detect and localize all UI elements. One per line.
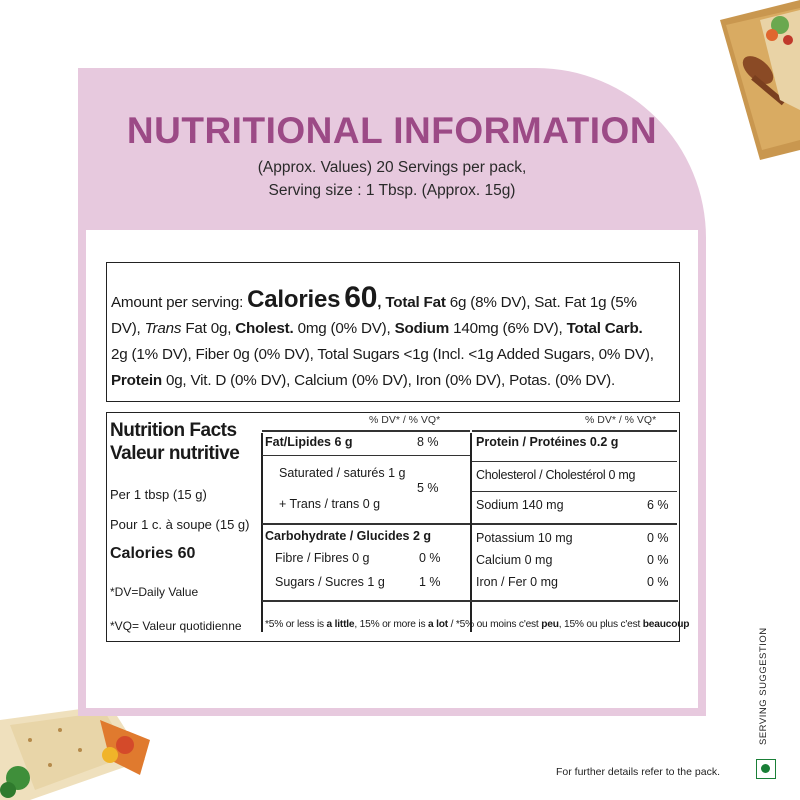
rule [472,523,677,525]
sugars-dv: 1 % [419,575,441,589]
divider-left [261,433,263,632]
trans-row: + Trans / trans 0 g [279,497,381,511]
rule [262,600,678,602]
serving-info-line2: Serving size : 1 Tbsp. (Approx. 15g) [268,182,516,199]
facts-left-column: Nutrition Facts Valeur nutritive Per 1 t… [110,419,260,633]
dv-header-mid: % DV* / % VQ* [369,414,441,426]
further-details-note: For further details refer to the pack. [556,766,720,778]
rule [262,430,470,432]
serving-info: (Approx. Values) 20 Servings per pack, S… [78,156,706,202]
sodium-label: Sodium [394,320,450,337]
wrap-closeup-image [0,705,150,800]
trans-label: Trans [144,320,182,337]
linear-line-3: 2g (1% DV), Fiber 0g (0% DV), Total Suga… [111,346,654,363]
sodium-row: Sodium 140 mg [476,498,564,512]
facts-title-fr: Valeur nutritive [110,443,240,464]
total-fat-label: , Total Fat [377,294,446,311]
divider-mid [470,433,472,632]
protein-rest: 0g, Vit. D (0% DV), Calcium (0% DV), Iro… [161,372,615,389]
facts-title-en: Nutrition Facts [110,420,237,441]
amount-prefix: Amount per serving: [111,294,248,311]
fat-dv: 8 % [417,435,439,449]
per-serving-en: Per 1 tbsp (15 g) [110,487,207,502]
sugars-row: Sugars / Sucres 1 g [275,575,385,589]
protein-label: Protein [111,372,162,389]
calories-value: 60 [344,281,378,314]
sodium-value: 140mg (6% DV), [449,320,567,337]
total-fat-value: 6g (8% DV), Sat. Fat 1g (5% [445,294,637,311]
saturated-row: Saturated / saturés 1 g [279,466,406,480]
cholest-value: 0mg (0% DV), [293,320,395,337]
rule [472,430,677,432]
fibre-dv: 0 % [419,551,441,565]
rule [262,455,470,456]
rule [472,461,677,462]
nutrition-facts-table: Nutrition Facts Valeur nutritive Per 1 t… [106,412,689,642]
carb-row: Carbohydrate / Glucides 2 g [265,529,432,543]
per-serving-fr: Pour 1 c. à soupe (15 g) [110,517,250,532]
fat-row: Fat/Lipides 6 g [265,435,353,449]
iron-dv: 0 % [647,575,669,589]
info-panel-inner [86,230,698,708]
cholest-label: Cholest. [235,320,294,337]
line2-prefix: DV), [111,320,145,337]
vq-definition: *VQ= Valeur quotidienne [110,619,242,633]
rule [262,523,470,525]
calories-label: Calories [247,286,341,313]
trans-value: Fat 0g, [181,320,236,337]
rule [472,491,677,492]
sodium-dv: 6 % [647,498,669,512]
total-carb-label: Total Carb. [566,320,643,337]
linear-line-4: Protein 0g, Vit. D (0% DV), Calcium (0% … [111,368,675,394]
potassium-dv: 0 % [647,531,669,545]
calcium-dv: 0 % [647,553,669,567]
serving-info-line1: (Approx. Values) 20 Servings per pack, [257,159,527,176]
dv-footnote: *5% or less is a little, 15% or more is … [265,619,690,630]
linear-line-2: DV), Trans Fat 0g, Cholest. 0mg (0% DV),… [111,316,675,342]
potassium-row: Potassium 10 mg [476,531,573,545]
dv-header-right: % DV* / % VQ* [585,414,657,426]
serving-suggestion-label: SERVING SUGGESTION [758,627,769,745]
iron-row: Iron / Fer 0 mg [476,575,558,589]
calcium-row: Calcium 0 mg [476,553,553,567]
linear-line-1: Amount per serving: Calories 60, Total F… [111,283,675,316]
page-title: NUTRITIONAL INFORMATION [126,110,658,151]
dv-definition: *DV=Daily Value [110,585,199,599]
fibre-row: Fibre / Fibres 0 g [275,551,370,565]
protein-row: Protein / Protéines 0.2 g [476,435,619,449]
wrap-serving-image [700,0,800,160]
vegetarian-mark-icon [756,759,776,779]
sat-trans-dv: 5 % [417,481,439,495]
cholesterol-row: Cholesterol / Cholestérol 0 mg [476,468,636,482]
linear-nutrition-statement: Amount per serving: Calories 60, Total F… [106,262,680,402]
facts-calories: Calories 60 [110,545,196,562]
